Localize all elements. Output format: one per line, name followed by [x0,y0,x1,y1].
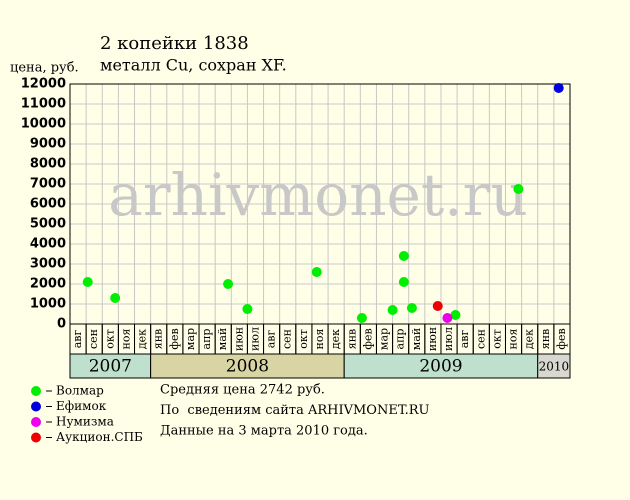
y-tick-label: 0 [57,317,66,332]
month-label: ноя [507,328,520,349]
chart-title: 2 копейки 1838 [100,33,249,54]
legend-marker [31,432,41,443]
y-tick-label: 9000 [30,137,66,152]
month-label: май [410,328,423,350]
year-label: 2008 [226,357,269,377]
y-tick-label: 7000 [30,177,66,192]
y-tick-label: 12000 [21,77,66,92]
month-label: янв [152,329,165,349]
y-tick-label: 1000 [30,297,66,312]
month-label: сен [474,329,487,349]
month-label: апр [200,329,213,350]
legend-marker [31,386,41,396]
point [553,83,564,93]
month-label: мар [184,328,197,350]
month-label: фев [168,328,181,349]
point [450,310,461,320]
month-label: окт [103,329,116,349]
month-label: авг [71,330,84,349]
month-label: окт [297,329,310,349]
month-label: ноя [313,328,326,349]
note: Данные на 3 марта 2010 года. [160,424,368,439]
month-label: июл [442,327,455,351]
point [311,267,322,277]
point [442,313,453,323]
y-tick-label: 2000 [30,277,66,292]
month-label: сен [87,329,100,349]
plot-frame [69,83,571,325]
y-tick-label: 6000 [30,197,66,212]
point [356,313,367,323]
legend-label: Волмар [56,384,104,398]
legend-marker [31,417,41,427]
point [398,277,409,287]
year-label: 2009 [419,357,462,377]
y-tick-label: 4000 [30,237,66,252]
y-tick-label: 8000 [30,157,66,172]
point [110,293,121,303]
month-label: янв [539,329,552,349]
point [432,301,443,311]
y-tick-label: 10000 [21,117,66,132]
month-label: июн [232,327,245,351]
legend-marker [31,401,41,412]
year-label: 2010 [539,360,570,374]
month-label: фев [361,328,374,349]
note: По сведениям сайта ARHIVMONET.RU [160,403,430,418]
month-label: мар [378,328,391,350]
month-label: апр [394,329,407,350]
y-tick-label: 3000 [30,257,66,272]
year-label: 2007 [89,357,132,377]
month-label: июл [248,327,261,351]
y-axis-label: цена, руб. [10,61,79,76]
month-label: дек [329,329,342,349]
legend-label: Нумизма [56,415,114,429]
note: Средняя цена 2742 руб. [160,383,325,398]
y-tick-label: 11000 [21,97,66,112]
point [513,184,524,194]
point [242,304,253,314]
month-label: сен [281,329,294,349]
year-band [150,353,345,379]
point [398,251,409,261]
month-label: дек [523,329,536,349]
legend-label: Аукцион.СПБ [56,430,143,444]
month-label: ноя [119,328,132,349]
y-tick-label: 5000 [30,217,66,232]
point [387,305,398,315]
month-label: окт [490,329,503,349]
watermark: arhivmonet.ru [108,161,527,229]
chart-subtitle: металл Cu, сохран XF. [100,56,287,75]
month-label: дек [136,329,149,349]
month-label: фев [555,328,568,349]
legend-label: Ефимок [56,399,107,413]
point [406,303,417,313]
month-label: авг [265,330,278,349]
month-label: авг [458,330,471,349]
month-label: янв [345,329,358,349]
month-label: июн [426,327,439,351]
point [223,279,234,289]
year-band [537,353,571,379]
month-label: май [216,328,229,350]
point [82,277,93,287]
